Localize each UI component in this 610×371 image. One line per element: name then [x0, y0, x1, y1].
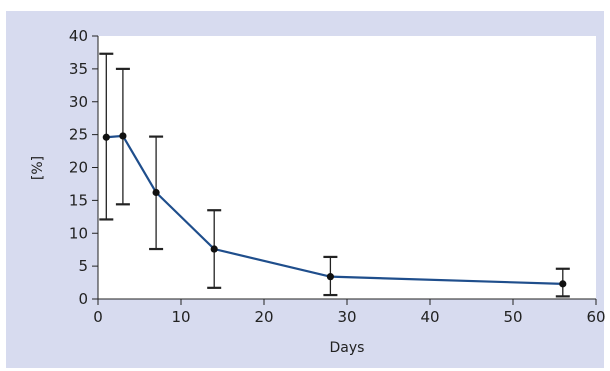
- x-tick-label: 0: [93, 308, 103, 326]
- x-axis-tick-labels: 0 10 20 30 40 50 60: [93, 308, 605, 326]
- data-points: [102, 132, 567, 288]
- x-tick-label: 50: [503, 308, 522, 326]
- y-tick-label: 25: [69, 126, 88, 144]
- y-tick-label: 20: [69, 159, 88, 177]
- y-tick-label: 35: [69, 60, 88, 78]
- y-axis-ticks: [92, 35, 98, 300]
- y-axis-label: [%]: [30, 156, 46, 180]
- y-tick-label: 0: [78, 290, 88, 308]
- data-point: [210, 245, 218, 253]
- plot-area: [98, 36, 596, 299]
- y-tick-label: 30: [69, 93, 88, 111]
- x-tick-label: 60: [586, 308, 605, 326]
- x-tick-label: 30: [337, 308, 356, 326]
- data-point: [119, 132, 127, 140]
- y-axis-tick-labels: 0 5 10 15 20 25 30 35 40: [69, 27, 88, 308]
- x-tick-label: 40: [420, 308, 439, 326]
- y-tick-label: 15: [69, 191, 88, 209]
- y-tick-label: 40: [69, 27, 88, 45]
- data-point: [152, 188, 160, 197]
- y-tick-label: 10: [69, 224, 88, 242]
- y-tick-label: 5: [78, 257, 88, 275]
- data-point: [559, 280, 567, 288]
- x-tick-label: 10: [171, 308, 190, 326]
- data-point: [102, 133, 110, 141]
- x-axis-ticks: [97, 299, 597, 305]
- x-tick-label: 20: [254, 308, 273, 326]
- data-point: [326, 273, 334, 281]
- x-axis-label: Days: [330, 340, 365, 356]
